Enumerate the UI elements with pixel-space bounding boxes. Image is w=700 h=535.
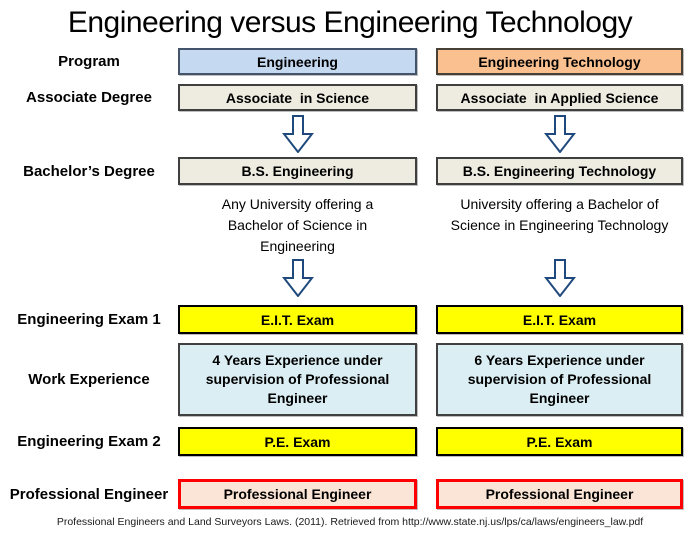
professional-engineer-box-right: Professional Engineer: [436, 479, 683, 509]
eit-exam-box-right: E.I.T. Exam: [436, 305, 683, 334]
down-arrow-icon: [543, 115, 576, 153]
row-engineering-exam-1: Engineering Exam 1 E.I.T. Exam E.I.T. Ex…: [0, 305, 700, 334]
down-arrow-icon: [281, 259, 314, 297]
row-label-bachelors-degree: Bachelor’s Degree: [23, 162, 155, 180]
university-note-right: University offering a Bachelor of Scienc…: [450, 196, 669, 233]
associate-degree-box-left: Associate in Science: [178, 84, 417, 111]
bachelors-degree-box-right: B.S. Engineering Technology: [436, 157, 683, 185]
row-arrows-1: [0, 115, 700, 153]
row-label-professional-engineer: Professional Engineer: [9, 485, 169, 503]
row-label-associate-degree: Associate Degree: [26, 89, 152, 106]
associate-degree-box-right: Associate in Applied Science: [436, 84, 683, 111]
program-box-engineering: Engineering: [178, 48, 417, 75]
program-box-engineering-technology: Engineering Technology: [436, 48, 683, 75]
row-bachelors-degree: Bachelor’s Degree B.S. Engineering B.S. …: [0, 157, 700, 185]
row-label-work-experience: Work Experience: [28, 371, 150, 388]
down-arrow-icon: [543, 259, 576, 297]
down-arrow-icon: [281, 115, 314, 153]
work-experience-box-right: 6 Years Experience under supervision of …: [436, 343, 683, 416]
row-arrows-2: [0, 259, 700, 297]
row-associate-degree: Associate Degree Associate in Science As…: [0, 84, 700, 111]
citation-text: Professional Engineers and Land Surveyor…: [56, 516, 644, 528]
page-title: Engineering versus Engineering Technolog…: [67, 6, 633, 39]
university-note-left: Any University offering a Bachelor of Sc…: [221, 196, 374, 254]
bachelors-degree-box-left: B.S. Engineering: [178, 157, 417, 185]
pe-exam-box-right: P.E. Exam: [436, 427, 683, 456]
row-work-experience: Work Experience 4 Years Experience under…: [0, 343, 700, 416]
row-label-engineering-exam-1: Engineering Exam 1: [17, 311, 161, 328]
professional-engineer-box-left: Professional Engineer: [178, 479, 417, 509]
row-label-program: Program: [58, 53, 120, 70]
work-experience-box-left: 4 Years Experience under supervision of …: [178, 343, 417, 416]
row-engineering-exam-2: Engineering Exam 2 P.E. Exam P.E. Exam: [0, 427, 700, 456]
row-university-note: Any University offering a Bachelor of Sc…: [0, 194, 700, 257]
pe-exam-box-left: P.E. Exam: [178, 427, 417, 456]
row-program: Program Engineering Engineering Technolo…: [0, 48, 700, 75]
eit-exam-box-left: E.I.T. Exam: [178, 305, 417, 334]
row-label-engineering-exam-2: Engineering Exam 2: [17, 433, 161, 450]
row-professional-engineer: Professional Engineer Professional Engin…: [0, 479, 700, 509]
